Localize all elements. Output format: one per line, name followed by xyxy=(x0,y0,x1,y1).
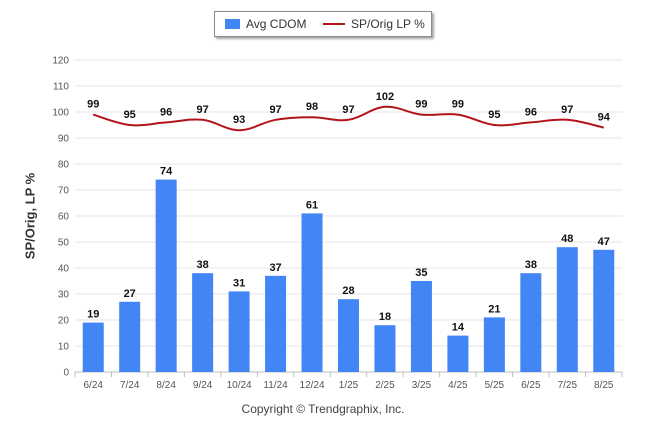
x-tick-label: 1/25 xyxy=(339,380,359,391)
y-tick-label: 10 xyxy=(58,342,70,353)
line-value-label: 95 xyxy=(124,109,136,121)
x-tick-label: 2/25 xyxy=(375,380,395,391)
bar-value-label: 37 xyxy=(269,262,281,274)
legend-label-sp-orig-lp: SP/Orig LP % xyxy=(351,17,425,31)
bar-value-label: 14 xyxy=(452,322,465,334)
x-tick-label: 3/25 xyxy=(412,380,432,391)
line-value-label: 99 xyxy=(452,99,464,111)
line-value-label: 93 xyxy=(233,114,245,126)
line-value-label: 99 xyxy=(87,99,99,111)
bar-value-label: 38 xyxy=(197,259,209,271)
y-tick-label: 70 xyxy=(58,186,70,197)
x-axis: 6/24 7/24 8/24 9/24 10/24 11/24 12/24 1/25 2/25 3… xyxy=(74,372,623,391)
x-tick-label: 5/25 xyxy=(485,380,505,391)
line-value-label: 95 xyxy=(488,109,500,121)
x-tick-label: 7/24 xyxy=(120,380,140,391)
line-value-label: 97 xyxy=(561,104,573,116)
line-value-label: 96 xyxy=(525,106,537,118)
bar xyxy=(82,322,104,372)
legend-swatch-bar xyxy=(225,19,240,29)
bar xyxy=(483,317,505,372)
x-tick-label: 9/24 xyxy=(193,380,213,391)
y-tick-label: 120 xyxy=(52,56,69,67)
bar xyxy=(338,299,359,372)
x-tick-label: 6/24 xyxy=(83,380,103,391)
bar xyxy=(447,335,469,372)
line-value-label: 99 xyxy=(415,99,427,111)
bar-value-label: 28 xyxy=(342,285,354,297)
legend-item-sp-orig-lp[interactable]: SP/Orig LP % xyxy=(323,12,425,36)
line-value-label: 94 xyxy=(598,112,611,124)
bar xyxy=(192,273,214,372)
bar-value-label: 48 xyxy=(561,233,573,245)
y-tick-label: 90 xyxy=(58,134,70,145)
y-tick-label: 0 xyxy=(63,368,69,379)
x-tick-label: 10/24 xyxy=(227,380,252,391)
x-tick-label: 6/25 xyxy=(521,380,541,391)
bar xyxy=(265,275,287,372)
bar xyxy=(410,281,432,372)
bar-value-label: 38 xyxy=(525,259,537,271)
y-axis: 0 10 20 30 40 50 60 70 80 90 100 110 120 xyxy=(52,56,69,379)
line-value-label: 96 xyxy=(160,106,172,118)
x-tick-label: 11/24 xyxy=(263,380,288,391)
bar-series xyxy=(82,179,615,372)
bar xyxy=(520,273,542,372)
bar xyxy=(374,325,396,372)
bar xyxy=(119,301,141,372)
line-value-label: 98 xyxy=(306,101,318,113)
bar xyxy=(593,249,615,372)
bar-value-label: 19 xyxy=(87,309,99,321)
line-value-label: 97 xyxy=(342,104,354,116)
line-value-label: 97 xyxy=(269,104,281,116)
line-value-label: 102 xyxy=(376,91,394,103)
bar-value-label: 31 xyxy=(233,277,245,289)
legend-swatch-line xyxy=(323,23,345,25)
bar xyxy=(301,213,323,372)
x-tick-label: 8/24 xyxy=(156,380,176,391)
y-tick-label: 100 xyxy=(52,108,69,119)
y-tick-label: 60 xyxy=(58,212,70,223)
bar-value-label: 27 xyxy=(124,288,136,300)
legend-label-avg-cdom: Avg CDOM xyxy=(246,17,307,31)
bar xyxy=(155,179,177,372)
bar-value-label: 74 xyxy=(160,166,173,178)
bar xyxy=(228,291,250,372)
bar-value-label: 47 xyxy=(598,236,610,248)
y-tick-label: 110 xyxy=(53,82,69,93)
data-labels: 19 27 74 38 31 37 61 28 18 35 14 21 38 48 47 99 95 96 97 93… xyxy=(87,91,611,334)
copyright-credit: Copyright © Trendgraphix, Inc. xyxy=(241,402,405,416)
y-tick-label: 80 xyxy=(58,160,70,171)
sp-orig-lp-line xyxy=(92,105,604,132)
x-tick-label: 7/25 xyxy=(558,380,578,391)
y-tick-label: 20 xyxy=(58,316,70,327)
y-tick-label: 50 xyxy=(58,238,70,249)
x-tick-label: 4/25 xyxy=(448,380,468,391)
line-series xyxy=(92,105,604,132)
y-tick-label: 40 xyxy=(58,264,70,275)
bar-value-label: 18 xyxy=(379,311,391,323)
x-tick-label: 8/25 xyxy=(594,380,614,391)
y-tick-label: 30 xyxy=(58,290,70,301)
x-tick-label: 12/24 xyxy=(300,380,325,391)
legend: Avg CDOM SP/Orig LP % xyxy=(214,11,432,37)
bar-value-label: 61 xyxy=(306,199,318,211)
bar-value-label: 21 xyxy=(488,303,500,315)
bar xyxy=(556,247,578,372)
bar-value-label: 35 xyxy=(415,267,427,279)
y-axis-title: SP/Orig, LP % xyxy=(22,172,38,260)
legend-item-avg-cdom[interactable]: Avg CDOM xyxy=(225,12,306,36)
line-value-label: 97 xyxy=(197,104,209,116)
